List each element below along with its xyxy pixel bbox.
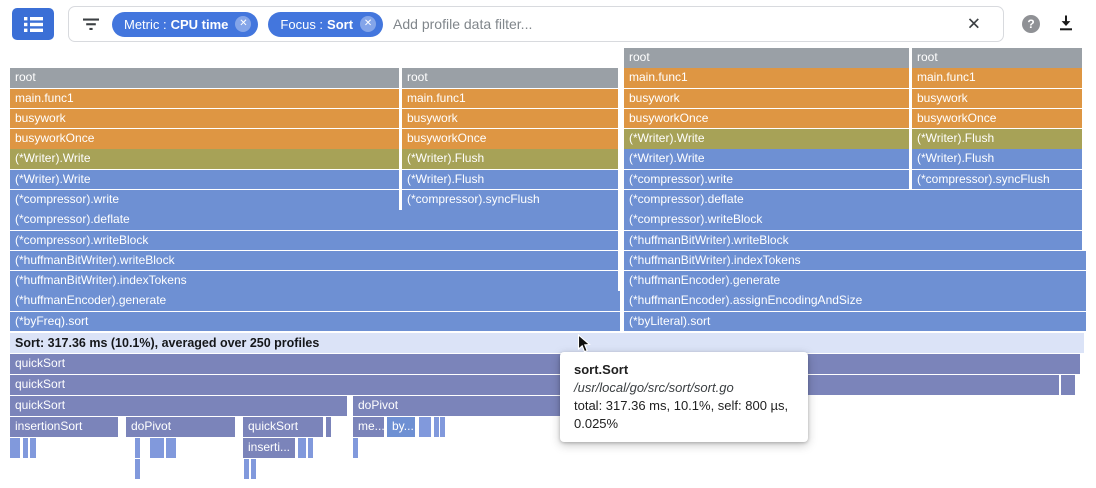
flame-frame[interactable] [434, 417, 439, 437]
flame-frame[interactable] [244, 459, 249, 479]
flame-frame[interactable]: root [912, 48, 1082, 68]
flame-frame[interactable]: (*Writer).Write [624, 129, 909, 149]
flame-frame[interactable]: me... [353, 417, 384, 437]
flame-frame[interactable] [22, 438, 28, 458]
flame-frame[interactable]: doPivot [126, 417, 235, 437]
filter-chip-focus[interactable]: Focus : Sort ✕ [268, 11, 384, 37]
flame-frame[interactable]: (*Writer).Flush [402, 149, 618, 169]
flame-frame[interactable]: (*compressor).writeBlock [10, 230, 618, 251]
view-list-icon [23, 16, 43, 32]
flame-frame[interactable]: insertionSort [10, 417, 118, 437]
flame-frame[interactable]: (*huffmanBitWriter).writeBlock [10, 250, 618, 271]
flame-frame[interactable] [308, 438, 313, 458]
flame-frame[interactable]: by... [387, 417, 415, 437]
flame-frame[interactable]: quickSort [10, 396, 347, 416]
flame-frame[interactable]: (*Writer).Write [10, 169, 399, 190]
flame-frame[interactable]: busyworkOnce [10, 129, 399, 149]
flame-frame[interactable]: busywork [912, 88, 1082, 109]
flame-frame[interactable]: (*Writer).Write [624, 149, 909, 169]
flame-frame[interactable]: main.func1 [402, 88, 618, 109]
tooltip-function-name: sort.Sort [574, 362, 629, 377]
flame-frame[interactable] [326, 417, 331, 437]
tooltip-stats: total: 317.36 ms, 10.1%, self: 800 µs, 0… [574, 398, 789, 431]
flame-frame[interactable]: (*compressor).writeBlock [624, 210, 1082, 230]
focus-row[interactable]: Sort: 317.36 ms (10.1%), averaged over 2… [10, 332, 1084, 353]
flame-frame[interactable]: root [10, 68, 399, 88]
flame-frame[interactable] [171, 438, 176, 458]
flame-frame[interactable] [250, 459, 256, 479]
chip-label: Metric : [124, 16, 167, 32]
flame-frame[interactable]: quickSort [243, 417, 323, 437]
flame-frame[interactable]: root [624, 48, 909, 68]
flame-frame[interactable]: (*huffmanBitWriter).indexTokens [10, 271, 618, 291]
menu-button[interactable] [12, 8, 54, 40]
chip-value: Sort [327, 16, 354, 32]
flame-frame[interactable]: (*compressor).deflate [10, 210, 618, 230]
flame-frame[interactable] [298, 438, 306, 458]
clear-filters-icon[interactable]: ✕ [966, 14, 981, 34]
flame-frame[interactable]: (*Writer).Write [10, 149, 399, 169]
profile-filter-bar[interactable]: Metric : CPU time ✕ Focus : Sort ✕ Add p… [68, 6, 1004, 42]
flame-frame[interactable] [135, 459, 140, 479]
flame-frame[interactable]: (*compressor).syncFlush [402, 190, 618, 210]
filter-list-icon [83, 18, 100, 31]
flame-frame[interactable] [440, 417, 445, 437]
flame-frame[interactable] [353, 438, 358, 458]
flame-frame[interactable] [166, 438, 171, 458]
flame-frame[interactable]: main.func1 [624, 68, 909, 88]
flame-frame[interactable]: root [402, 68, 618, 88]
flame-frame[interactable] [150, 438, 164, 458]
flame-frame[interactable]: (*Writer).Flush [402, 169, 618, 190]
flame-frame[interactable] [419, 417, 431, 437]
filter-chip-metric[interactable]: Metric : CPU time ✕ [112, 11, 259, 37]
chip-label: Focus : [280, 16, 324, 32]
flame-frame[interactable]: (*compressor).write [624, 169, 909, 190]
flame-frame[interactable]: busywork [10, 108, 399, 129]
flame-frame[interactable]: (*Writer).Flush [912, 129, 1082, 149]
filter-input-placeholder[interactable]: Add profile data filter... [393, 16, 533, 32]
flame-frame[interactable]: (*huffmanBitWriter).writeBlock [624, 230, 1082, 251]
flame-frame[interactable]: quickSort [10, 354, 1080, 374]
help-icon[interactable]: ? [1022, 15, 1040, 33]
download-icon [1056, 13, 1076, 33]
flame-frame[interactable]: busywork [624, 88, 909, 109]
flame-frame[interactable]: busyworkOnce [402, 129, 618, 149]
chip-close-icon[interactable]: ✕ [360, 16, 377, 32]
flame-frame[interactable]: (*huffmanBitWriter).indexTokens [624, 250, 1086, 271]
flame-frame[interactable]: (*huffmanEncoder).assignEncodingAndSize [624, 291, 1086, 311]
flame-frame[interactable]: (*compressor).syncFlush [912, 169, 1082, 190]
flame-frame[interactable]: quickSort [10, 375, 1059, 395]
flame-frame[interactable]: (*huffmanEncoder).generate [624, 271, 1086, 291]
download-button[interactable] [1056, 13, 1076, 33]
flame-frame[interactable]: busyworkOnce [624, 108, 909, 129]
flame-frame[interactable] [10, 438, 20, 458]
frame-tooltip: sort.Sort /usr/local/go/src/sort/sort.go… [560, 352, 808, 442]
flame-frame[interactable]: busyworkOnce [912, 108, 1082, 129]
flame-frame[interactable] [29, 438, 36, 458]
chip-close-icon[interactable]: ✕ [235, 16, 252, 32]
flame-frame[interactable] [1061, 375, 1075, 395]
flame-frame[interactable] [135, 438, 140, 458]
flame-frame[interactable]: busywork [402, 108, 618, 129]
flame-frame[interactable]: (*byFreq).sort [10, 311, 620, 332]
flame-frame[interactable]: inserti... [243, 438, 295, 458]
chip-value: CPU time [170, 16, 229, 32]
flame-frame[interactable]: (*huffmanEncoder).generate [10, 291, 620, 311]
tooltip-source-path: /usr/local/go/src/sort/sort.go [574, 380, 734, 395]
flame-frame[interactable]: (*compressor).write [10, 190, 399, 210]
flame-frame[interactable]: (*byLiteral).sort [624, 311, 1086, 332]
flame-frame[interactable]: (*Writer).Flush [912, 149, 1082, 169]
flame-frame[interactable]: (*compressor).deflate [624, 190, 1082, 210]
flame-frame[interactable]: main.func1 [912, 68, 1082, 88]
flame-frame[interactable]: main.func1 [10, 88, 399, 109]
